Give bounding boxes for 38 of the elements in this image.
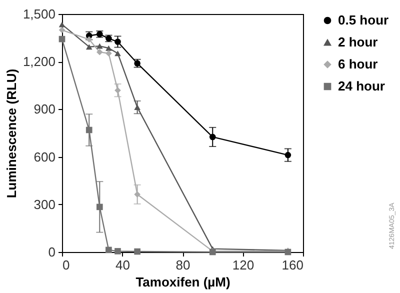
y-tick-label: 600 (34, 149, 56, 164)
legend-label: 2 hour (338, 34, 378, 50)
x-tick-label: 0 (62, 258, 70, 272)
x-tick-label: 40 (116, 258, 130, 272)
point (86, 126, 92, 134)
y-tick-label: 1,200 (22, 54, 56, 70)
x-tick-label: 80 (176, 258, 190, 272)
point (114, 87, 121, 94)
legend-label: 24 hour (338, 78, 385, 94)
point (114, 248, 121, 254)
point (134, 248, 140, 255)
point (96, 43, 103, 49)
point (58, 22, 66, 28)
legend-label: 0.5 hour (338, 12, 389, 28)
y-tick-label: 900 (34, 102, 56, 117)
point (284, 152, 292, 158)
point (96, 204, 103, 210)
y-tick-label: 1,500 (22, 6, 56, 22)
point (114, 38, 121, 45)
point (96, 48, 103, 56)
y-axis-title: Luminescence (RLU) (4, 68, 19, 198)
point (209, 134, 216, 140)
x-tick-label: 160 (282, 258, 304, 272)
point (106, 246, 112, 254)
point (106, 50, 112, 57)
point (114, 50, 121, 56)
point (58, 36, 66, 42)
point (134, 191, 140, 198)
x-tick-label: 120 (232, 258, 254, 272)
x-axis-title: Tamoxifen (µM) (136, 274, 230, 290)
point (86, 36, 92, 43)
legend-label: 6 hour (338, 56, 378, 72)
y-tick-label: 0 (48, 244, 56, 260)
y-tick-label: 300 (34, 196, 56, 212)
point (134, 104, 140, 110)
point (58, 26, 66, 34)
point (86, 44, 92, 50)
point (106, 45, 112, 51)
